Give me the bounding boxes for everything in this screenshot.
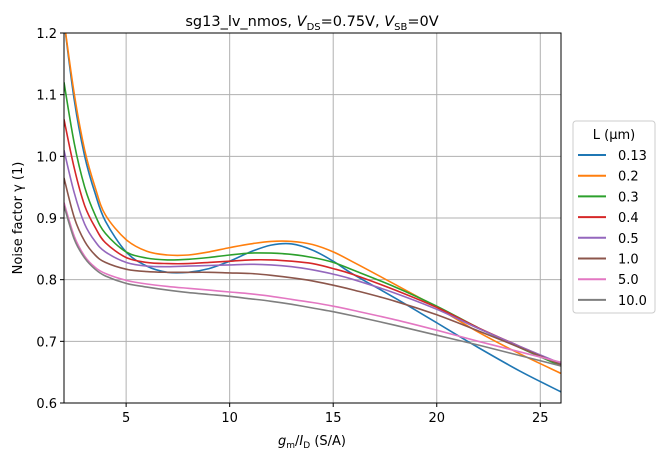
x-tick-label: 15 [325,411,342,426]
legend-title: L (µm) [593,128,635,143]
y-tick-label: 1.2 [36,27,57,42]
y-axis-label: Noise factor γ (1) [11,162,26,275]
x-tick-label: 5 [122,411,130,426]
legend-box [572,120,656,314]
y-ticks: 0.6 0.7 0.8 0.9 1.0 1.1 1.2 [36,27,64,412]
series-line-0.5 [64,150,561,365]
x-tick-label: 25 [532,411,549,426]
legend-label: 0.5 [618,232,639,247]
legend-label: 1.0 [618,253,639,268]
x-axis-label: gm/ID (S/A) [278,434,346,451]
legend-label: 0.2 [618,170,639,185]
y-tick-label: 1.0 [36,150,57,165]
legend-label: 5.0 [618,273,639,288]
series-line-10.0 [64,205,561,367]
y-tick-label: 0.6 [36,397,57,412]
y-tick-label: 0.7 [36,335,57,350]
legend-label: 0.4 [618,211,639,226]
series-line-0.4 [64,119,561,365]
y-tick-label: 0.8 [36,274,57,289]
legend-label: 0.3 [618,190,639,205]
x-tick-label: 10 [221,411,238,426]
series-line-0.13 [64,33,561,393]
series-line-1.0 [64,177,561,366]
legend-label: 0.13 [618,149,647,164]
legend-label: 10.0 [618,294,647,309]
series-line-5.0 [64,202,561,364]
y-tick-label: 1.1 [36,89,57,104]
y-tick-label: 0.9 [36,212,57,227]
series-line-0.3 [64,82,561,367]
x-tick-label: 20 [428,411,445,426]
chart-title: sg13_lv_nmos, VDS=0.75V, VSB=0V [185,14,438,33]
series-lines [64,33,561,393]
x-ticks: 5 10 15 20 25 [122,403,549,426]
legend: L (µm) 0.13 0.2 0.3 0.4 0.5 1.0 5.0 10.0 [572,120,656,314]
